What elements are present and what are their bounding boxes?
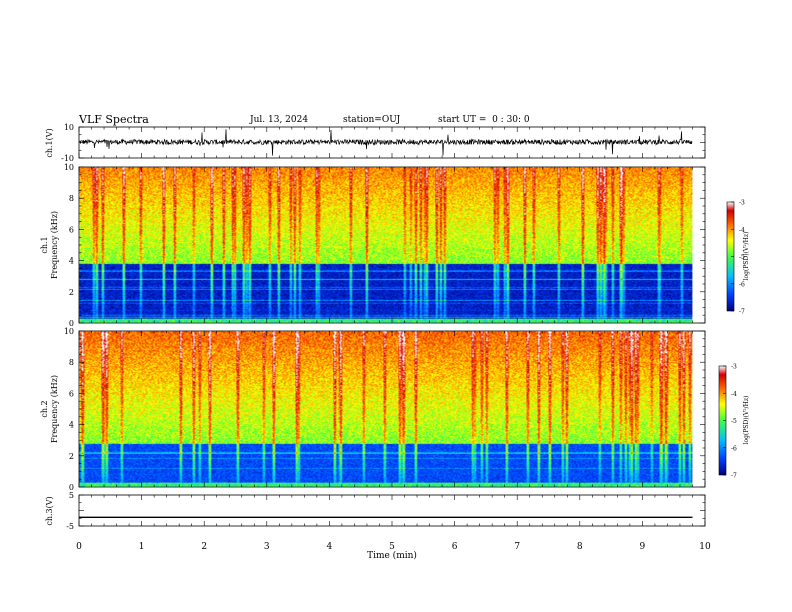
- ch1-waveform-ticks: [78, 126, 706, 159]
- colorbar-ticklabel: -6: [739, 281, 745, 288]
- start-ut-label: start UT = 0 : 30: 0: [438, 115, 530, 125]
- ch2-spectrogram-image: [79, 331, 693, 487]
- ch1-waveform-line: [78, 129, 693, 156]
- frequency-ticklabel: 8: [69, 194, 74, 203]
- time-axis-ticklabel: 4: [327, 542, 333, 552]
- frequency-ticklabel: 2: [69, 452, 74, 461]
- frequency-ticklabel: 4: [69, 421, 74, 430]
- time-axis-ticklabel: 1: [139, 542, 145, 552]
- time-axis-ticklabel: 7: [514, 542, 520, 552]
- frequency-ticklabel: 10: [64, 327, 74, 336]
- colorbar-ticklabel: -5: [739, 254, 745, 261]
- frequency-ticklabel: 4: [69, 257, 74, 266]
- ch2-spectrogram-ylabel-frequency: Frequency (kHz): [50, 375, 59, 443]
- ch3-waveform-panel: 5 -5 ch.3(V): [45, 491, 706, 531]
- frequency-ticklabel: 2: [69, 288, 74, 297]
- frequency-ticklabel: 6: [69, 225, 74, 234]
- time-axis-ticklabel: 8: [577, 542, 583, 552]
- colorbar-ticklabel: -4: [739, 227, 745, 234]
- time-axis-ticklabel: 5: [389, 542, 395, 552]
- ch1-colorbar-label: log(PSD)(V²/Hz): [743, 232, 750, 281]
- ch1-spectrogram-ylabel-frequency: Frequency (kHz): [50, 211, 59, 279]
- ch1-colorbar: -3 -4 -5 -6 -7 log(PSD)(V²/Hz): [726, 200, 750, 316]
- ch1-spectrogram-ticks: [78, 166, 706, 324]
- ch2-spectrogram-ticks: [78, 330, 706, 488]
- colorbar-ticklabel: -7: [731, 473, 737, 480]
- ch3-ytick-bottom: -5: [66, 522, 74, 531]
- time-axis-ticklabels: 0 1 2 3 4 5 6 7 8 9 10: [76, 542, 711, 552]
- ch1-spectrogram-panel: 0 2 4 6 8 10 ch.1 Frequency (kHz): [40, 163, 706, 328]
- time-axis-label: Time (min): [367, 550, 417, 561]
- time-axis-ticklabel: 10: [699, 542, 711, 552]
- ch1-waveform-ylabel: ch.1(V): [45, 128, 54, 157]
- ch2-colorbar-label: log(PSD)(V²/Hz): [743, 396, 750, 445]
- colorbar-ticklabel: -3: [731, 364, 737, 371]
- date-label: Jul. 13, 2024: [250, 115, 309, 125]
- time-axis-ticklabel: 2: [201, 542, 207, 552]
- frequency-ticklabel: 10: [64, 163, 74, 172]
- ch2-spectrogram-panel: 0 2 4 6 8 10 ch.2 Frequency (kHz): [40, 327, 706, 492]
- ch1-ytick-top: 10: [64, 123, 74, 132]
- frequency-ticklabel: 0: [69, 319, 74, 328]
- colorbar-ticklabel: -3: [739, 200, 745, 207]
- time-axis-ticklabel: 0: [76, 542, 82, 552]
- spectrogram-raster: [79, 167, 693, 323]
- ch2-colorbar: -3 -4 -5 -6 -7 log(PSD)(V²/Hz): [718, 364, 750, 480]
- ch3-waveform-frame: [78, 494, 706, 527]
- ch3-ytick-top: 5: [69, 491, 74, 500]
- ch1-spectrogram-yticklabels: 0 2 4 6 8 10: [64, 163, 74, 328]
- ch1-colorbar-ticklabels: -3 -4 -5 -6 -7: [731, 200, 745, 316]
- frequency-ticklabel: 8: [69, 358, 74, 367]
- figure-title: VLF Spectra: [79, 113, 149, 126]
- colorbar-ticklabel: -4: [731, 391, 737, 398]
- ch3-waveform-ylabel: ch.3(V): [45, 496, 54, 525]
- colorbar-ticklabel: -5: [731, 418, 737, 425]
- ch1-waveform-panel: 10 -10 ch.1(V): [45, 123, 706, 163]
- spectrogram-raster: [79, 331, 693, 487]
- ch2-colorbar-ticklabels: -3 -4 -5 -6 -7: [723, 364, 737, 480]
- ch2-spectrogram-ylabel-channel: ch.2: [40, 400, 49, 417]
- ch3-waveform-ticks: [78, 494, 706, 527]
- ch1-spectrogram-image: [79, 167, 693, 323]
- ch1-spectrogram-ylabel-channel: ch.1: [40, 236, 49, 253]
- frequency-ticklabel: 6: [69, 389, 74, 398]
- ch1-ytick-bottom: -10: [61, 154, 74, 163]
- colorbar-ticklabel: -7: [739, 309, 745, 316]
- station-label: station=OUJ: [343, 115, 401, 125]
- frequency-ticklabel: 0: [69, 483, 74, 492]
- time-axis-ticklabel: 6: [452, 542, 458, 552]
- ch2-spectrogram-yticklabels: 0 2 4 6 8 10: [64, 327, 74, 492]
- colorbar-ticklabel: -6: [731, 445, 737, 452]
- time-axis-ticklabel: 3: [264, 542, 270, 552]
- time-axis-ticklabel: 9: [640, 542, 646, 552]
